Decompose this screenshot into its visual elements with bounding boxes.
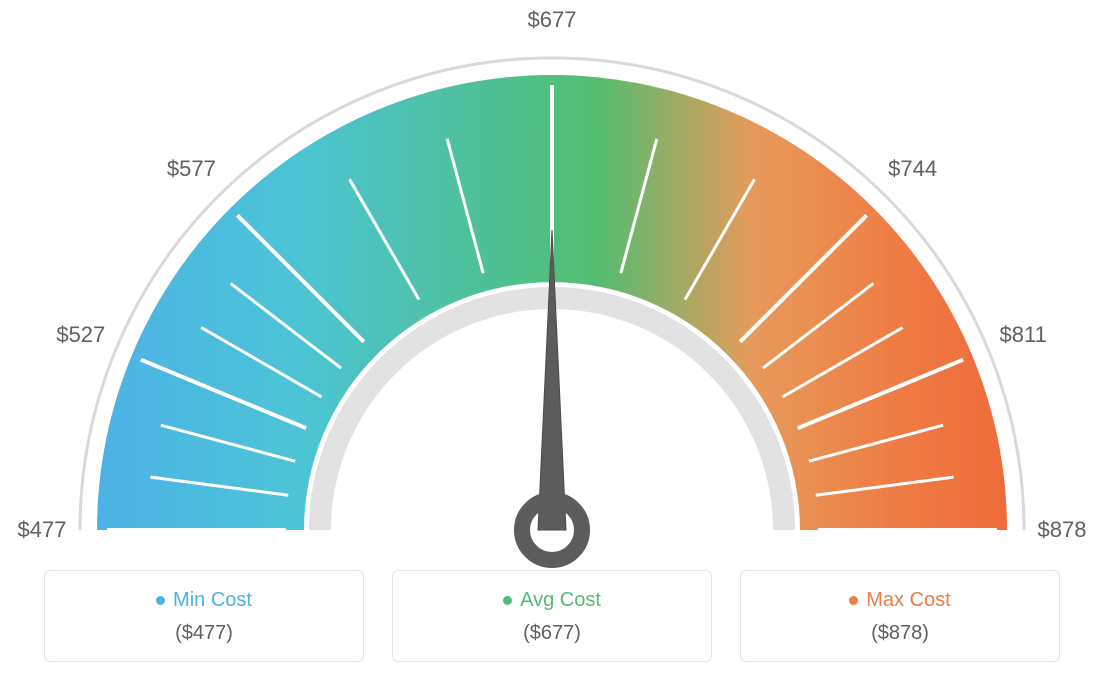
gauge-tick-label: $477: [18, 517, 67, 543]
gauge-tick-label: $744: [888, 156, 937, 182]
legend-value-avg: ($677): [403, 622, 701, 645]
legend-title-avg: Avg Cost: [503, 589, 601, 612]
legend-title-min: Min Cost: [156, 589, 252, 612]
legend-value-min: ($477): [55, 622, 353, 645]
gauge-tick-label: $878: [1038, 517, 1087, 543]
gauge-tick-label: $677: [528, 7, 577, 33]
legend-dot-avg: [503, 596, 512, 605]
legend-dot-min: [156, 596, 165, 605]
legend-card-min: Min Cost ($477): [44, 570, 364, 662]
legend-dot-max: [849, 596, 858, 605]
gauge-tick-label: $811: [1000, 322, 1047, 348]
legend-card-max: Max Cost ($878): [740, 570, 1060, 662]
gauge-area: $477 $527 $577 $677 $744 $811 $878: [0, 0, 1104, 570]
legend-label-max: Max Cost: [866, 589, 950, 612]
gauge-tick-label: $577: [167, 156, 216, 182]
legend-card-avg: Avg Cost ($677): [392, 570, 712, 662]
legend-label-min: Min Cost: [173, 589, 252, 612]
gauge-chart-container: $477 $527 $577 $677 $744 $811 $878 Min Cost ($…: [0, 0, 1104, 690]
gauge-tick-label: $527: [56, 322, 105, 348]
legend-value-max: ($878): [751, 622, 1049, 645]
legend-label-avg: Avg Cost: [520, 589, 601, 612]
gauge-svg: [0, 0, 1104, 570]
legend-row: Min Cost ($477) Avg Cost ($677) Max Cost…: [0, 570, 1104, 662]
legend-title-max: Max Cost: [849, 589, 950, 612]
